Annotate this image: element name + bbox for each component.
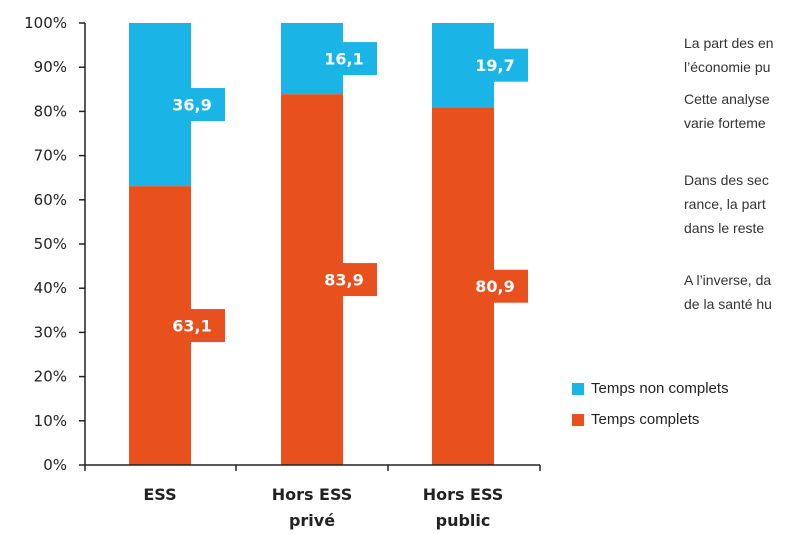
data-label-0-0: 63,1 <box>172 317 211 336</box>
x-category-label-1: privé <box>289 511 335 530</box>
side-text-line: de la santé hu <box>684 296 772 312</box>
x-category-label-1: Hors ESS <box>272 485 353 504</box>
data-label-box-1-1 <box>319 42 377 76</box>
y-tick-label: 90% <box>34 58 67 76</box>
side-text-line: l’économie pu <box>684 59 771 75</box>
data-label-box-1-2 <box>470 48 528 82</box>
legend-swatch <box>572 413 584 426</box>
legend-label: Temps complets <box>591 411 700 428</box>
data-label-box-0-1 <box>319 263 377 297</box>
x-category-label-2: Hors ESS <box>423 485 504 504</box>
data-label-box-0-0 <box>167 309 225 343</box>
legend-item: Temps non complets <box>572 380 729 397</box>
legend-item: Temps complets <box>572 411 699 428</box>
y-tick-label: 10% <box>34 412 67 430</box>
side-text-line: La part des en <box>684 35 774 51</box>
data-label-1-0: 36,9 <box>172 96 211 115</box>
y-tick-label: 40% <box>34 279 67 297</box>
y-tick-label: 30% <box>34 323 67 341</box>
side-text-line: dans le reste <box>684 220 765 236</box>
side-text-line: Cette analyse <box>684 91 770 107</box>
y-tick-label: 20% <box>34 368 67 386</box>
legend-label: Temps non complets <box>591 380 729 397</box>
y-tick-label: 100% <box>24 14 67 32</box>
side-text-line: Dans des sec <box>684 172 769 188</box>
x-category-label-0: ESS <box>143 485 176 504</box>
side-text-line: varie forteme <box>684 115 766 131</box>
legend-swatch <box>572 382 584 395</box>
data-label-box-1-0 <box>167 88 225 122</box>
y-tick-label: 0% <box>43 456 67 474</box>
data-label-1-2: 19,7 <box>475 56 514 75</box>
y-tick-label: 60% <box>34 191 67 209</box>
side-text-line: rance, la part <box>684 196 766 212</box>
y-tick-label: 80% <box>34 102 67 120</box>
x-category-label-2: public <box>436 511 491 530</box>
data-label-0-2: 80,9 <box>475 277 514 296</box>
data-label-1-1: 16,1 <box>324 50 363 69</box>
side-text-line: A l’inverse, da <box>684 272 772 288</box>
data-label-0-1: 83,9 <box>324 271 363 290</box>
y-tick-label: 70% <box>34 147 67 165</box>
data-label-box-0-2 <box>470 269 528 303</box>
y-tick-label: 50% <box>34 235 67 253</box>
